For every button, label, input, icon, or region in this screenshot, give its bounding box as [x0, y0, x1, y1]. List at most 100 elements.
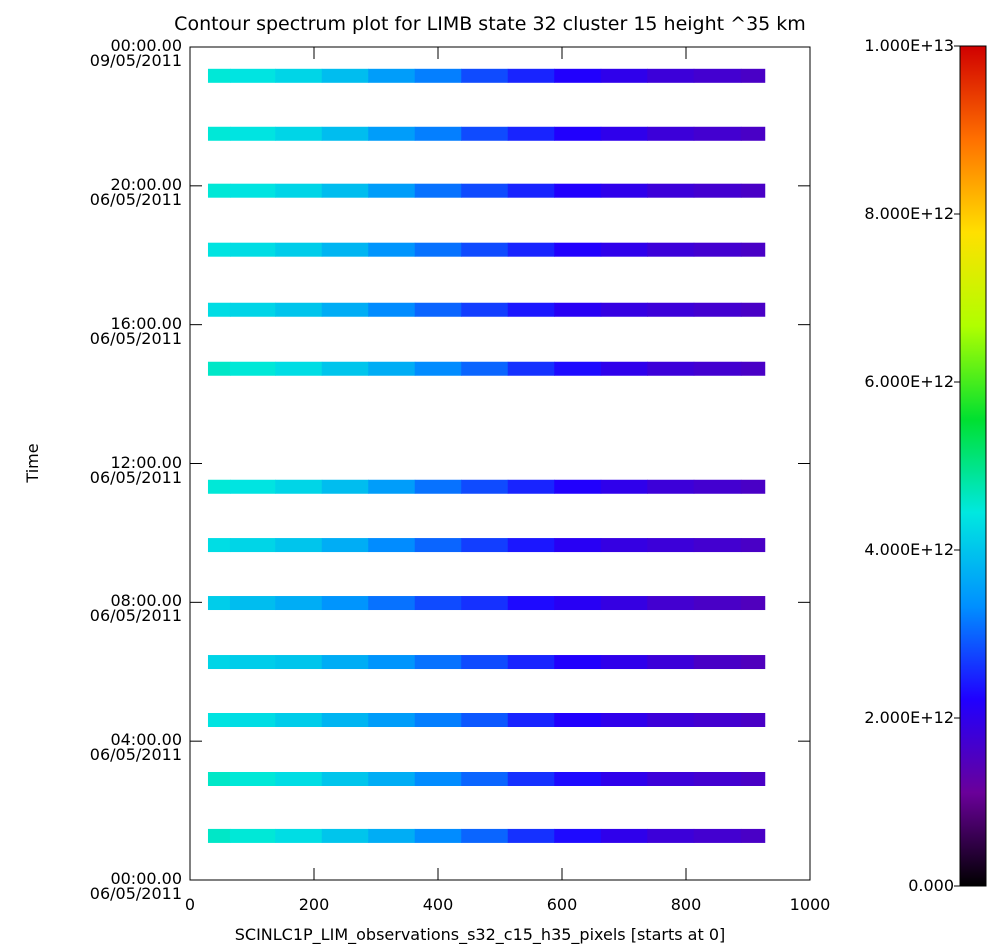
- heat-cell: [647, 655, 695, 670]
- heat-cell: [368, 126, 416, 141]
- heat-cell: [600, 828, 648, 843]
- x-tick-label: 200: [299, 895, 330, 914]
- heat-cell: [414, 68, 462, 83]
- heat-cell: [207, 712, 231, 727]
- heat-cell: [507, 242, 555, 257]
- y-tick-label: 00:00.00 06/05/2011: [89, 869, 182, 903]
- heat-cell: [207, 361, 231, 376]
- heat-cell: [647, 596, 695, 611]
- heat-cell: [461, 828, 509, 843]
- heat-cell: [461, 126, 509, 141]
- heat-cell: [321, 361, 369, 376]
- heat-cell: [647, 479, 695, 494]
- heat-cell: [275, 302, 323, 317]
- heat-cell: [321, 479, 369, 494]
- heat-cell: [275, 242, 323, 257]
- heat-cell: [600, 361, 648, 376]
- heat-cell: [275, 596, 323, 611]
- x-tick-label: 400: [423, 895, 454, 914]
- heat-cell: [740, 596, 766, 611]
- heat-cell: [368, 771, 416, 786]
- heat-cell: [275, 828, 323, 843]
- heat-cell: [414, 538, 462, 553]
- heat-cell: [368, 361, 416, 376]
- heat-cell: [647, 68, 695, 83]
- heat-cell: [600, 302, 648, 317]
- heat-cell: [207, 126, 231, 141]
- heat-cell: [368, 479, 416, 494]
- heat-cell: [461, 479, 509, 494]
- heat-cell: [321, 596, 369, 611]
- heat-cell: [414, 126, 462, 141]
- heat-cell: [368, 828, 416, 843]
- x-axis-label: SCINLC1P_LIM_observations_s32_c15_h35_pi…: [235, 925, 725, 945]
- heat-cell: [740, 361, 766, 376]
- heat-cell: [740, 479, 766, 494]
- heat-cell: [693, 828, 742, 843]
- heat-cell: [275, 361, 323, 376]
- y-tick-label: 08:00.00 06/05/2011: [89, 591, 182, 626]
- heat-cell: [507, 828, 555, 843]
- heat-cell: [693, 479, 742, 494]
- heat-cell: [368, 302, 416, 317]
- heat-cell: [647, 242, 695, 257]
- heat-cell: [461, 712, 509, 727]
- heat-cell: [740, 538, 766, 553]
- heat-cell: [740, 828, 766, 843]
- heat-cell: [207, 183, 231, 198]
- colorbar-tick-label: 4.000E+12: [864, 540, 954, 559]
- heat-cell: [554, 771, 602, 786]
- heat-cell: [461, 538, 509, 553]
- heat-cell: [693, 242, 742, 257]
- heat-cell: [740, 68, 766, 83]
- heat-cell: [740, 183, 766, 198]
- heat-cell: [368, 655, 416, 670]
- y-tick-label: 16:00.00 06/05/2011: [89, 313, 182, 348]
- heat-cell: [229, 479, 276, 494]
- colorbar-tick-label: 6.000E+12: [864, 372, 954, 391]
- heat-cell: [229, 242, 276, 257]
- heat-cell: [368, 242, 416, 257]
- heat-cell: [275, 479, 323, 494]
- heat-cell: [321, 828, 369, 843]
- heat-cell: [321, 126, 369, 141]
- x-tick-label: 0: [185, 895, 195, 914]
- heat-cell: [693, 538, 742, 553]
- heat-cell: [693, 68, 742, 83]
- heat-cell: [461, 771, 509, 786]
- heat-cell: [600, 242, 648, 257]
- heat-cell: [554, 655, 602, 670]
- x-tick-label: 600: [547, 895, 578, 914]
- heat-cell: [554, 479, 602, 494]
- heat-cell: [368, 183, 416, 198]
- heat-cell: [647, 538, 695, 553]
- heat-cell: [414, 242, 462, 257]
- heat-cell: [321, 302, 369, 317]
- heat-cell: [368, 538, 416, 553]
- colorbar-tick-label: 8.000E+12: [864, 204, 954, 223]
- heat-cell: [647, 361, 695, 376]
- heat-cell: [414, 479, 462, 494]
- heat-cell: [321, 712, 369, 727]
- heat-cell: [229, 361, 276, 376]
- heat-cell: [321, 183, 369, 198]
- heat-cell: [229, 771, 276, 786]
- heat-cell: [507, 302, 555, 317]
- heat-cell: [693, 361, 742, 376]
- heat-cell: [507, 479, 555, 494]
- heat-cell: [275, 538, 323, 553]
- heat-cell: [275, 655, 323, 670]
- heat-cell: [600, 126, 648, 141]
- heat-cell: [461, 183, 509, 198]
- heat-cell: [207, 596, 231, 611]
- heat-cell: [507, 126, 555, 141]
- heat-cell: [693, 126, 742, 141]
- heat-cell: [229, 126, 276, 141]
- heat-cell: [600, 538, 648, 553]
- heat-cell: [461, 596, 509, 611]
- heat-cell: [740, 126, 766, 141]
- heat-cell: [321, 655, 369, 670]
- heat-cell: [275, 126, 323, 141]
- heat-cell: [321, 771, 369, 786]
